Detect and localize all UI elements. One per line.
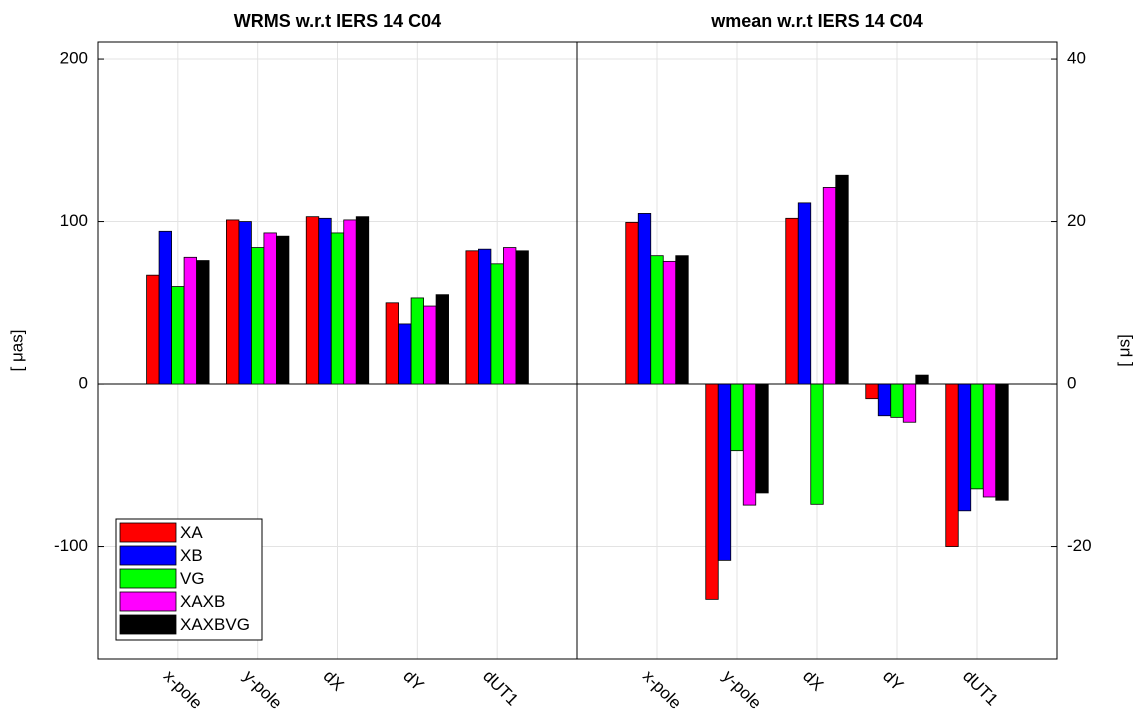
bar bbox=[435, 294, 449, 385]
bar bbox=[423, 305, 437, 385]
axes-box bbox=[576, 41, 1058, 660]
bar bbox=[915, 374, 929, 385]
legend-swatch bbox=[119, 591, 177, 612]
bar bbox=[785, 217, 799, 385]
bar bbox=[385, 302, 399, 385]
bar bbox=[330, 232, 345, 385]
x-tick-label: x-pole bbox=[639, 667, 685, 713]
bar bbox=[662, 260, 677, 385]
bar bbox=[355, 216, 370, 385]
x-tick-label: y-pole bbox=[719, 667, 765, 713]
legend-swatch bbox=[119, 614, 177, 635]
bar bbox=[957, 383, 972, 512]
bar bbox=[717, 383, 732, 561]
bar bbox=[742, 383, 757, 506]
bar bbox=[343, 219, 357, 385]
legend-label: VG bbox=[180, 569, 205, 588]
bar bbox=[625, 221, 639, 385]
chart-title: WRMS w.r.t IERS 14 C04 bbox=[234, 11, 441, 31]
x-tick-label: dY bbox=[879, 667, 907, 695]
y-axis-label: [ μas] bbox=[7, 330, 26, 372]
x-tick-label: dUT1 bbox=[479, 667, 522, 710]
x-tick-label: dY bbox=[399, 667, 427, 695]
bar bbox=[503, 247, 517, 385]
bar bbox=[305, 216, 320, 385]
bar bbox=[276, 235, 290, 385]
x-tick-label: dUT1 bbox=[959, 667, 1002, 710]
bar bbox=[238, 221, 252, 385]
y-tick-label: 20 bbox=[1067, 211, 1086, 230]
y-tick-label: 0 bbox=[1067, 374, 1076, 393]
bar bbox=[705, 383, 719, 600]
bar bbox=[146, 274, 160, 385]
bar bbox=[490, 263, 504, 385]
y-axis-label: [ μs] bbox=[1114, 334, 1133, 366]
bar bbox=[637, 213, 652, 385]
x-tick-label: x-pole bbox=[160, 667, 206, 713]
x-tick-label: dX bbox=[320, 667, 348, 695]
legend-label: XA bbox=[180, 523, 203, 542]
bar bbox=[226, 219, 240, 385]
y-tick-label: 40 bbox=[1067, 49, 1086, 68]
y-tick-label: -100 bbox=[54, 536, 88, 555]
y-tick-label: 100 bbox=[60, 211, 88, 230]
bar bbox=[318, 217, 332, 385]
legend-label: XAXB bbox=[180, 592, 225, 611]
y-tick-label: -20 bbox=[1067, 536, 1092, 555]
legend-swatch bbox=[119, 568, 177, 589]
bar bbox=[945, 383, 959, 547]
bar bbox=[675, 255, 689, 385]
bar bbox=[995, 383, 1009, 501]
legend-label: XB bbox=[180, 546, 203, 565]
bar bbox=[797, 202, 812, 385]
bar bbox=[465, 250, 479, 385]
legend-swatch bbox=[119, 545, 177, 566]
x-tick-label: dX bbox=[799, 667, 827, 695]
y-tick-label: 0 bbox=[79, 374, 88, 393]
bar bbox=[158, 230, 172, 385]
bar bbox=[865, 383, 879, 400]
bar bbox=[982, 383, 997, 498]
legend-swatch bbox=[119, 522, 177, 543]
bar bbox=[810, 383, 824, 505]
bar bbox=[478, 248, 492, 385]
bar bbox=[515, 250, 529, 385]
bar bbox=[171, 286, 185, 385]
bar bbox=[877, 383, 892, 417]
x-tick-label: y-pole bbox=[240, 667, 286, 713]
bar bbox=[890, 383, 904, 418]
bar bbox=[398, 323, 412, 385]
bar bbox=[263, 232, 277, 385]
bar bbox=[730, 383, 744, 452]
legend-label: XAXBVG bbox=[180, 615, 250, 634]
y-tick-label: 200 bbox=[60, 49, 88, 68]
bar bbox=[410, 297, 424, 385]
bar bbox=[902, 383, 917, 423]
bar bbox=[755, 383, 769, 494]
bar bbox=[196, 260, 210, 385]
bar bbox=[835, 174, 849, 385]
bar bbox=[650, 255, 664, 385]
chart-title: wmean w.r.t IERS 14 C04 bbox=[710, 11, 922, 31]
bar bbox=[822, 187, 837, 385]
bar bbox=[970, 383, 984, 490]
bar bbox=[183, 256, 197, 385]
bar bbox=[251, 247, 265, 385]
